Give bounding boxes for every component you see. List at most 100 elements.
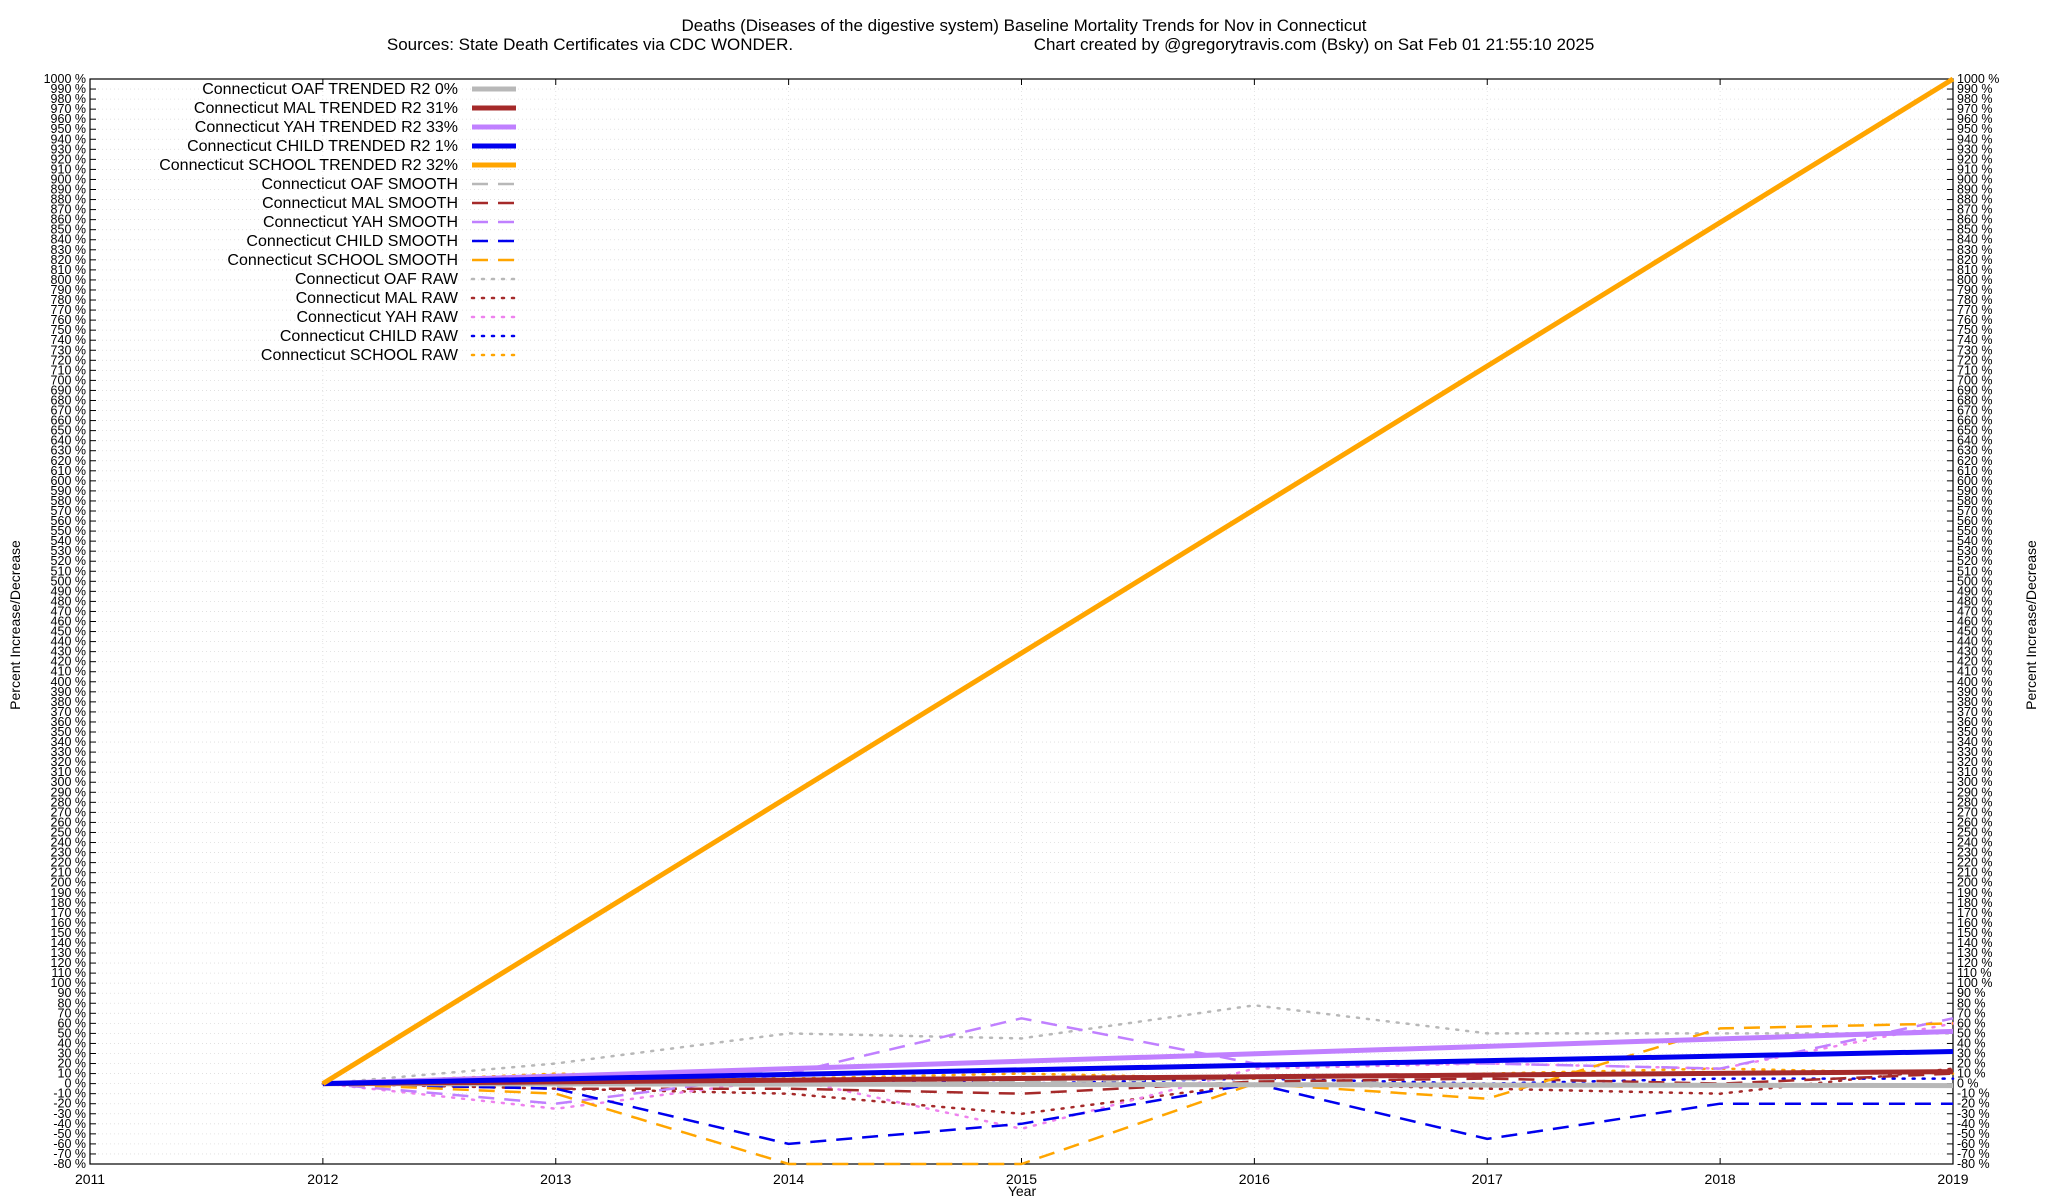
y-tick-label-right: 170 %	[1957, 906, 1992, 920]
y-tick-label-right: 870 %	[1957, 203, 1992, 217]
y-tick-label-left: 840 %	[51, 233, 86, 247]
y-tick-label-left: 750 %	[51, 323, 86, 337]
y-tick-label-right: 50 %	[1957, 1026, 1986, 1040]
y-tick-label-left: 940 %	[51, 132, 86, 146]
y-tick-label-right: 890 %	[1957, 183, 1992, 197]
y-tick-label-right: 600 %	[1957, 474, 1992, 488]
x-tick-label: 2019	[1937, 1171, 1968, 1187]
y-tick-label-left: 900 %	[51, 172, 86, 186]
y-tick-label-left: 890 %	[51, 183, 86, 197]
y-tick-label-right: -60 %	[1957, 1137, 1990, 1151]
y-tick-label-right: 10 %	[1957, 1067, 1986, 1081]
legend-label: Connecticut CHILD SMOOTH	[246, 233, 458, 250]
y-tick-label-left: 820 %	[51, 253, 86, 267]
y-tick-label-left: 40 %	[58, 1036, 87, 1050]
y-tick-label-left: 330 %	[51, 745, 86, 759]
y-tick-label-left: 800 %	[51, 273, 86, 287]
y-tick-label-right: -40 %	[1957, 1117, 1990, 1131]
y-tick-label-right: 200 %	[1957, 876, 1992, 890]
y-tick-label-right: 580 %	[1957, 494, 1992, 508]
y-tick-label-left: 320 %	[51, 755, 86, 769]
y-tick-label-left: 230 %	[51, 846, 86, 860]
y-tick-label-right: 260 %	[1957, 815, 1992, 829]
y-tick-label-right: 390 %	[1957, 685, 1992, 699]
y-tick-label-left: 980 %	[51, 92, 86, 106]
y-tick-label-right: 370 %	[1957, 705, 1992, 719]
y-tick-label-right: 490 %	[1957, 584, 1992, 598]
y-tick-label-right: 820 %	[1957, 253, 1992, 267]
y-tick-label-left: 90 %	[58, 986, 87, 1000]
y-tick-label-left: 160 %	[51, 916, 86, 930]
y-tick-label-left: 100 %	[51, 976, 86, 990]
y-tick-label-left: 190 %	[51, 886, 86, 900]
x-tick-label: 2011	[75, 1171, 105, 1187]
y-tick-label-left: 0 %	[64, 1077, 86, 1091]
y-tick-label-left: 400 %	[51, 675, 86, 689]
y-tick-label-right: 70 %	[1957, 1006, 1986, 1020]
y-tick-label-left: 350 %	[51, 725, 86, 739]
y-tick-label-right: 680 %	[1957, 393, 1992, 407]
y-tick-label-left: 240 %	[51, 836, 86, 850]
legend-label: Connecticut YAH TRENDED R2 33%	[195, 119, 458, 136]
y-tick-label-left: 990 %	[51, 82, 86, 96]
series-line-connecticut-child-smooth	[322, 1082, 1953, 1146]
y-tick-label-right: 800 %	[1957, 273, 1992, 287]
y-tick-label-right: 430 %	[1957, 645, 1992, 659]
chart-title: Deaths (Diseases of the digestive system…	[681, 16, 1366, 35]
y-tick-label-left: 380 %	[51, 695, 86, 709]
y-tick-label-left: 500 %	[51, 574, 86, 588]
legend-label: Connecticut SCHOOL TRENDED R2 32%	[159, 157, 458, 174]
y-tick-label-left: 20 %	[58, 1057, 87, 1071]
legend: Connecticut OAF TRENDED R2 0% Connecticut…	[159, 81, 518, 364]
y-tick-label-left: -30 %	[53, 1107, 86, 1121]
legend-label: Connecticut SCHOOL SMOOTH	[227, 252, 458, 269]
y-tick-label-right: 990 %	[1957, 82, 1992, 96]
y-tick-label-right: 520 %	[1957, 554, 1992, 568]
series-line-connecticut-school-smooth	[322, 1022, 1954, 1166]
y-tick-label-right: 690 %	[1957, 383, 1992, 397]
y-tick-label-right: 660 %	[1957, 414, 1992, 428]
y-tick-label-right: 140 %	[1957, 936, 1992, 950]
y-tick-label-left: 430 %	[51, 645, 86, 659]
y-tick-label-right: 80 %	[1957, 996, 1986, 1010]
x-tick-label: 2018	[1705, 1171, 1736, 1187]
grid	[89, 78, 1954, 1165]
y-axis-label-left: Percent Increase/Decrease	[7, 540, 23, 710]
y-tick-label-right: 0 %	[1957, 1077, 1979, 1091]
y-tick-label-right: 300 %	[1957, 775, 1992, 789]
y-tick-label-right: 20 %	[1957, 1057, 1986, 1071]
y-tick-label-left: -70 %	[53, 1147, 86, 1161]
y-tick-label-right: 400 %	[1957, 675, 1992, 689]
legend-label: Connecticut OAF RAW	[295, 271, 459, 288]
y-tick-label-right: 810 %	[1957, 263, 1992, 277]
y-tick-label-right: 1000 %	[1957, 72, 1999, 86]
chart-subtitle-credit: Chart created by @gregorytravis.com (Bsk…	[1034, 35, 1595, 54]
y-tick-label-right: 760 %	[1957, 313, 1992, 327]
y-tick-label-right: 350 %	[1957, 725, 1992, 739]
y-tick-label-left: 720 %	[51, 353, 86, 367]
y-tick-label-left: 170 %	[51, 906, 86, 920]
y-tick-label-right: 850 %	[1957, 223, 1992, 237]
y-tick-label-left: 480 %	[51, 594, 86, 608]
y-tick-label-left: -20 %	[53, 1097, 86, 1111]
y-tick-label-left: 700 %	[51, 373, 86, 387]
y-tick-label-left: 270 %	[51, 805, 86, 819]
series-line-connecticut-child-trended-r2-1	[322, 1049, 1954, 1087]
y-tick-label-left: 30 %	[58, 1046, 87, 1060]
y-tick-label-left: 200 %	[51, 876, 86, 890]
y-tick-label-right: 310 %	[1957, 765, 1992, 779]
y-tick-label-left: 710 %	[51, 363, 86, 377]
y-tick-label-left: 960 %	[51, 112, 86, 126]
y-tick-label-right: 30 %	[1957, 1046, 1986, 1060]
y-tick-label-right: 330 %	[1957, 745, 1992, 759]
y-tick-label-left: 250 %	[51, 825, 86, 839]
x-tick-label: 2012	[307, 1171, 338, 1187]
y-tick-label-left: 660 %	[51, 414, 86, 428]
y-tick-label-right: 790 %	[1957, 283, 1992, 297]
y-tick-label-left: 220 %	[51, 856, 86, 870]
y-tick-label-right: 620 %	[1957, 454, 1992, 468]
y-tick-label-left: 560 %	[51, 514, 86, 528]
y-tick-label-left: 650 %	[51, 424, 86, 438]
y-tick-label-left: 70 %	[58, 1006, 87, 1020]
y-tick-label-left: 50 %	[58, 1026, 87, 1040]
